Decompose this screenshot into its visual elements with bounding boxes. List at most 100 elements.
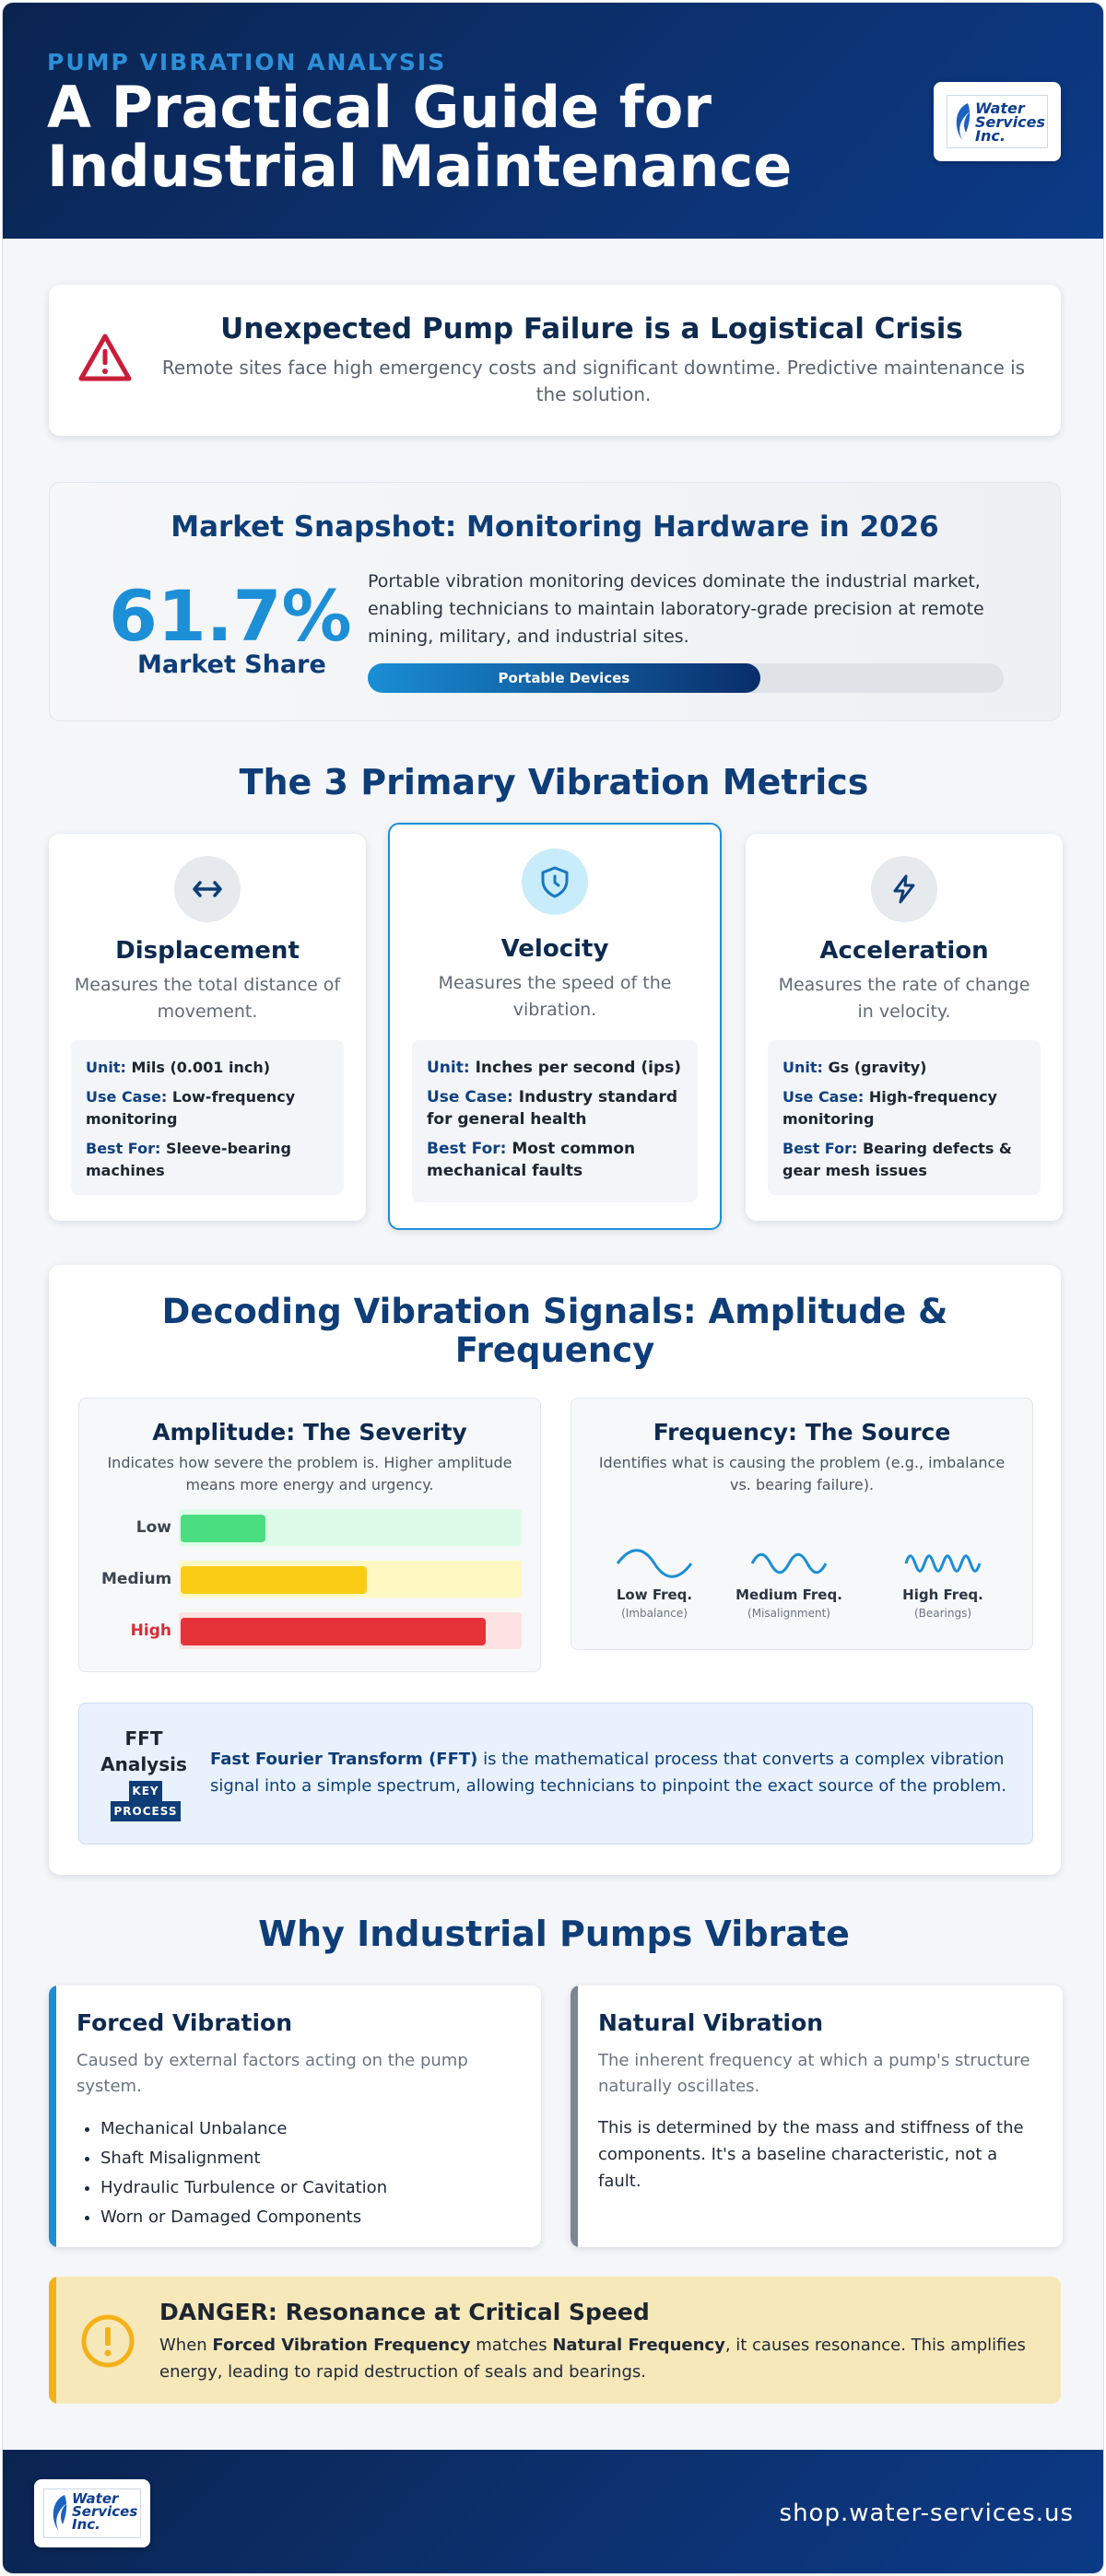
metric-icon-bg (522, 849, 588, 915)
natural-description: The inherent frequency at which a pump's… (598, 2051, 1030, 2096)
frequency-title: Frequency: The Source (653, 1419, 951, 1446)
metric-name: Velocity (500, 935, 609, 963)
danger-text: When Forced Vibration Frequency matches … (159, 2336, 1026, 2382)
logo-swirl-icon (53, 2495, 68, 2532)
fft-title-line1: FFT (124, 1727, 163, 1750)
natural-detail: This is determined by the mass and stiff… (598, 2118, 1024, 2191)
natural-vibration-card: Natural Vibration The inherent frequency… (571, 1985, 1063, 2247)
amplitude-level-low (179, 1509, 522, 1546)
market-share-label: Market Share (137, 650, 326, 679)
amplitude-card: Amplitude: The Severity Indicates how se… (78, 1398, 541, 1672)
header-kicker: PUMP VIBRATION ANALYSIS (47, 49, 447, 76)
amplitude-level-label: Medium (101, 1570, 172, 1588)
metric-card-velocity: Velocity Measures the speed of the vibra… (388, 823, 722, 1230)
low-frequency-wave: Low Freq. (Imbalance) (608, 1548, 700, 1620)
footer-logo[interactable]: Water Services Inc. (34, 2479, 150, 2547)
natural-frequency-term: Natural Frequency (552, 2336, 725, 2355)
market-share-value: 61.7% (109, 575, 352, 657)
why-section-title: Why Industrial Pumps Vibrate (258, 1914, 850, 1954)
list-item: Hydraulic Turbulence or Cavitation (100, 2173, 387, 2203)
natural-title: Natural Vibration (598, 2009, 824, 2036)
best-for-value: Bearing defects & gear mesh issues (782, 1140, 1012, 1179)
metric-description: Measures the total distance of movement. (74, 975, 341, 1022)
horizontal-arrows-icon (193, 881, 222, 897)
process-badge: PROCESS (111, 1801, 181, 1821)
fft-explanation: is the mathematical process that convert… (210, 1750, 1006, 1796)
metric-description: Measures the rate of change in velocity. (778, 975, 1030, 1022)
fft-term: Fast Fourier Transform (FFT) (210, 1750, 478, 1769)
unit-key: Unit: (427, 1059, 470, 1077)
fft-title: FFT Analysis (92, 1726, 195, 1777)
wave-cause: (Misalignment) (747, 1607, 830, 1620)
lightning-gear-icon (893, 874, 915, 904)
danger-title: DANGER: Resonance at Critical Speed (159, 2299, 650, 2325)
decoding-title-line2: Frequency (454, 1330, 655, 1370)
key-badge: KEY (129, 1781, 162, 1801)
company-logo[interactable]: Water Services Inc. (934, 82, 1061, 161)
metric-icon-bg (174, 856, 241, 922)
forced-accent-bar (49, 1985, 56, 2247)
amplitude-level-fill (181, 1566, 367, 1594)
unit-value: Inches per second (ips) (475, 1059, 682, 1077)
metric-details: Unit: Inches per second (ips) Use Case: … (412, 1040, 698, 1202)
page-title-line2: Industrial Maintenance (47, 133, 793, 200)
market-share-bar-fill: Portable Devices (368, 663, 760, 693)
fft-analysis-box: FFT Analysis KEY PROCESS Fast Fourier Tr… (78, 1703, 1033, 1844)
unit-value: Mils (0.001 inch) (131, 1059, 271, 1076)
unit-key: Unit: (782, 1059, 823, 1076)
amplitude-level-fill (181, 1515, 265, 1542)
alert-card: Unexpected Pump Failure is a Logistical … (49, 285, 1061, 436)
metric-name: Displacement (115, 937, 300, 965)
high-frequency-wave-icon (904, 1554, 982, 1573)
danger-callout: DANGER: Resonance at Critical Speed When… (49, 2277, 1061, 2404)
frequency-card: Frequency: The Source Identifies what is… (571, 1398, 1033, 1650)
forced-frequency-term: Forced Vibration Frequency (212, 2336, 471, 2355)
use-case-key: Use Case: (427, 1088, 513, 1107)
frequency-description: Identifies what is causing the problem (… (598, 1454, 1006, 1493)
forced-description: Caused by external factors acting on the… (76, 2051, 468, 2096)
wave-cause: (Imbalance) (621, 1607, 688, 1620)
best-for-value: Most common mechanical faults (427, 1140, 636, 1180)
metric-name: Acceleration (819, 937, 989, 965)
use-case-key: Use Case: (86, 1088, 168, 1106)
metric-card-acceleration: Acceleration Measures the rate of change… (746, 834, 1063, 1221)
amplitude-description: Indicates how severe the problem is. Hig… (107, 1454, 512, 1493)
amplitude-level-label: Low (135, 1518, 171, 1537)
danger-accent-bar (49, 2277, 56, 2404)
amplitude-level-label: High (130, 1622, 171, 1640)
alert-title: Unexpected Pump Failure is a Logistical … (220, 312, 963, 345)
amplitude-title: Amplitude: The Severity (152, 1419, 467, 1446)
forced-vibration-card: Forced Vibration Caused by external fact… (49, 1985, 541, 2247)
header-banner: PUMP VIBRATION ANALYSIS A Practical Guid… (3, 3, 1103, 239)
use-case-value: Low-frequency monitoring (86, 1088, 296, 1128)
wave-name: High Freq. (902, 1587, 983, 1603)
low-frequency-wave-icon (616, 1549, 693, 1578)
logo-text: Water Services Inc. (975, 100, 1046, 145)
logo-text: Water Services Inc. (72, 2490, 138, 2533)
metrics-section-title: The 3 Primary Vibration Metrics (239, 762, 869, 802)
list-item: Worn or Damaged Components (100, 2203, 387, 2232)
logo-swirl-icon (956, 103, 971, 140)
shield-clock-icon (541, 866, 569, 898)
high-frequency-wave: High Freq. (Bearings) (892, 1548, 994, 1620)
list-item: Mechanical Unbalance (100, 2114, 387, 2144)
list-item: Shaft Misalignment (100, 2144, 387, 2173)
forced-title: Forced Vibration (76, 2009, 293, 2036)
natural-accent-bar (571, 1985, 578, 2247)
warning-triangle-icon (78, 334, 132, 381)
best-for-key: Best For: (86, 1140, 161, 1157)
market-share-bar: Portable Devices (368, 663, 1004, 693)
footer-website-link[interactable]: shop.water-services.us (779, 2500, 1074, 2527)
market-share-bar-label: Portable Devices (498, 670, 630, 686)
use-case-key: Use Case: (782, 1088, 865, 1106)
amplitude-level-high (179, 1612, 522, 1649)
best-for-value: Sleeve-bearing machines (86, 1140, 291, 1179)
page-title-line1: A Practical Guide for (47, 74, 712, 141)
metric-icon-bg (871, 856, 937, 922)
market-description: Portable vibration monitoring devices do… (368, 571, 984, 647)
fft-description: Fast Fourier Transform (FFT) is the math… (210, 1746, 1010, 1799)
metric-description: Measures the speed of the vibration. (438, 973, 672, 1020)
wave-name: Low Freq. (616, 1587, 693, 1603)
logo-frame: Water Services Inc. (43, 2488, 141, 2538)
